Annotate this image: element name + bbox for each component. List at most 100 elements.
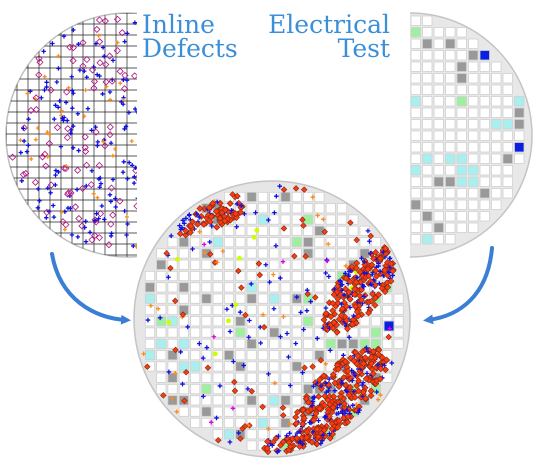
defect-marker — [344, 325, 351, 333]
die-cell — [291, 259, 302, 270]
die-cell — [433, 142, 444, 153]
defect-marker — [281, 314, 286, 319]
defect-marker — [334, 365, 342, 373]
defect-marker — [365, 228, 371, 234]
die-cell — [190, 406, 201, 417]
defect-marker — [343, 388, 349, 393]
defect-marker — [327, 431, 332, 436]
defect-marker — [95, 139, 101, 145]
die-cell — [156, 372, 167, 383]
defect-marker — [361, 259, 367, 265]
die-cell — [235, 372, 246, 383]
defect-marker — [132, 166, 137, 175]
defect-marker — [293, 434, 301, 442]
die-cell — [190, 327, 201, 338]
die-cell — [336, 248, 348, 259]
defect-marker — [355, 377, 362, 385]
defect-marker — [118, 81, 123, 86]
die-cell — [178, 282, 189, 293]
die-cell — [336, 259, 348, 270]
defect-marker — [221, 217, 229, 225]
defect-marker — [353, 382, 361, 390]
defect-marker — [359, 255, 364, 261]
defect-marker — [56, 105, 61, 110]
die-cell — [167, 383, 178, 395]
die-cell — [456, 211, 467, 222]
die-cell — [479, 96, 490, 107]
defect-marker — [335, 399, 343, 407]
defect-marker — [322, 310, 330, 317]
defect-marker — [101, 17, 109, 25]
defect-marker — [91, 191, 96, 196]
defect-marker — [372, 267, 380, 275]
defect-marker — [145, 317, 151, 323]
defect-marker — [106, 123, 114, 131]
defect-marker — [342, 381, 350, 389]
electrical-test-wafer-map — [410, 12, 533, 258]
defect-marker — [29, 156, 34, 161]
die-cell — [280, 293, 291, 304]
die-cell — [410, 222, 421, 233]
defect-marker — [83, 239, 89, 244]
defect-marker — [56, 54, 61, 59]
die-cell — [190, 282, 201, 293]
die-cell — [456, 176, 467, 187]
defect-marker — [351, 394, 359, 401]
defect-marker — [301, 327, 306, 332]
defect-marker — [61, 118, 66, 123]
defect-marker — [54, 79, 60, 85]
defect-marker — [271, 306, 277, 312]
die-cell — [468, 119, 479, 130]
defect-marker — [60, 164, 68, 172]
defect-marker — [234, 192, 241, 200]
die-cell — [257, 203, 268, 214]
die-cell — [370, 327, 381, 338]
defect-marker — [302, 253, 309, 260]
defect-marker — [122, 39, 127, 44]
die-cell — [303, 259, 314, 270]
die-cell — [178, 372, 189, 383]
die-cell — [223, 248, 235, 259]
defect-marker — [148, 303, 154, 308]
defect-marker — [187, 229, 194, 236]
defect-marker — [310, 195, 315, 200]
die-cell — [314, 237, 325, 248]
defect-marker — [96, 38, 104, 46]
defect-marker — [107, 192, 113, 197]
die-cell — [212, 395, 223, 406]
die-cell — [479, 119, 490, 130]
defect-marker — [278, 334, 283, 340]
die-cell — [303, 338, 314, 349]
die-cell — [491, 119, 502, 130]
defect-marker — [345, 288, 353, 296]
defect-marker — [300, 441, 306, 447]
die-cell — [502, 153, 513, 164]
defect-marker — [114, 15, 122, 23]
defect-marker — [45, 185, 50, 191]
defect-marker — [69, 57, 77, 65]
die-cell — [456, 27, 467, 38]
defect-marker — [329, 299, 337, 307]
die-cell — [348, 338, 359, 349]
die-cell — [410, 165, 421, 176]
die-cell — [190, 350, 201, 361]
die-cell — [383, 320, 395, 332]
defect-marker — [37, 198, 42, 203]
die-cell — [445, 38, 456, 49]
die-cell — [479, 50, 490, 61]
defect-marker — [322, 414, 328, 420]
defect-marker — [368, 261, 376, 269]
defect-marker — [26, 116, 31, 122]
defect-marker — [245, 386, 251, 392]
defect-marker — [321, 217, 326, 222]
defect-marker — [335, 315, 343, 323]
defect-marker — [144, 363, 151, 371]
die-cell — [246, 417, 257, 428]
defect-marker — [326, 274, 332, 279]
curved-arrow-right-to-overlay — [423, 246, 494, 325]
defect-marker — [220, 248, 226, 254]
die-cell — [246, 361, 257, 372]
die-cell — [456, 199, 467, 210]
defect-marker — [312, 410, 320, 417]
